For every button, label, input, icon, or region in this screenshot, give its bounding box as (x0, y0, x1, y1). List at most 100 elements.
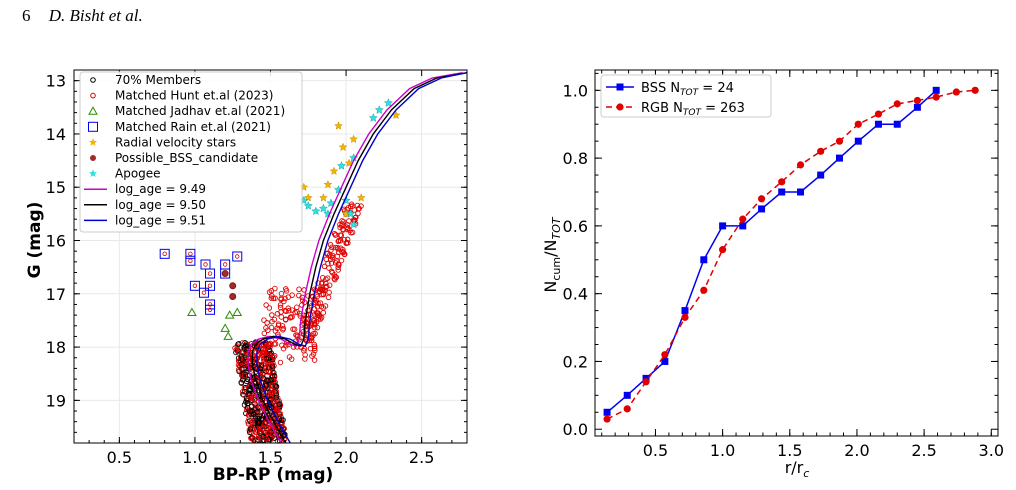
member-star (275, 322, 282, 329)
member-star (258, 362, 265, 368)
member-star (277, 359, 284, 366)
member-star (269, 390, 275, 396)
member-star (207, 283, 213, 289)
rain-match-square (185, 255, 196, 266)
rain-match-square (185, 248, 196, 259)
member-star (352, 214, 358, 221)
cmd-points (159, 98, 401, 444)
cmd-legend-label: Matched Rain et.al (2021) (115, 120, 271, 134)
member-star (266, 305, 273, 311)
cum-x-tick-label: 2.5 (911, 441, 936, 460)
member-star (244, 400, 251, 407)
cum-y-tick-label: 0.4 (563, 285, 588, 304)
member-star (332, 276, 338, 283)
member-star (294, 304, 300, 311)
member-star (250, 394, 257, 401)
member-star (242, 342, 249, 349)
rain-match-square (159, 248, 170, 259)
legend-marker-circle (616, 103, 624, 111)
cmd-isochrones (247, 72, 468, 444)
member-star (266, 351, 273, 358)
cum-legend-label: BSS NTOT = 24 (641, 81, 734, 98)
member-star (244, 378, 250, 385)
bss-point (835, 154, 843, 162)
member-star (271, 363, 277, 369)
member-star (280, 417, 286, 423)
isochrone-line (256, 72, 468, 444)
member-star (248, 341, 255, 347)
member-star (289, 314, 295, 320)
member-star (201, 290, 207, 295)
member-star (265, 355, 272, 361)
cmd-y-tick-label: 17 (46, 285, 66, 304)
member-star (309, 353, 315, 359)
cumulative-chart: 0.5 1.0 1.5 2.0 2.5 3.0 0.0 0.2 0.4 0.6 0.8 1.0 BSS… (541, 69, 1004, 480)
member-star (322, 280, 329, 287)
rain-match-square (205, 304, 216, 315)
cmd-legend-entry: Matched Jadhav et.al (2021) (88, 104, 285, 118)
apogee-star (374, 105, 384, 114)
rain-match-square (232, 251, 243, 262)
member-star (265, 327, 271, 334)
bss-point (603, 408, 611, 416)
member-star (268, 405, 275, 411)
cmd-legend-label: log_age = 9.51 (115, 213, 206, 227)
member-star (286, 308, 292, 314)
jadhav-match-triangle (223, 331, 234, 340)
rgb-point (642, 378, 650, 386)
member-star (241, 392, 247, 398)
jadhav-match-triangle (232, 307, 243, 316)
bss-candidate-dot (229, 282, 237, 290)
member-star (317, 285, 324, 292)
cmd-legend-entry: Radial velocity stars (89, 135, 236, 149)
cmd-legend-label: Apogee (115, 167, 161, 181)
rgb-point (681, 313, 689, 321)
legend-marker-star (89, 169, 97, 177)
rgb-point (817, 147, 825, 155)
member-star (235, 355, 242, 361)
cmd-legend-label: Radial velocity stars (115, 135, 236, 149)
bss-point (913, 103, 921, 111)
rv-star (349, 134, 359, 144)
cmd-y-tick-label: 16 (46, 232, 66, 251)
bss-point (778, 188, 786, 196)
cum-legend-entry: BSS NTOT = 24 (606, 81, 734, 98)
cmd-legend-label: Matched Hunt et.al (2023) (115, 89, 274, 103)
member-star (322, 287, 328, 294)
legend-marker-circle (90, 77, 96, 83)
member-star (280, 327, 286, 333)
running-authors: D. Bisht et al. (48, 6, 143, 25)
member-star (249, 408, 255, 415)
member-star (346, 218, 352, 224)
rain-match-square (220, 268, 231, 279)
member-star (269, 318, 275, 325)
legend-marker-star (89, 138, 97, 146)
cum-x-tick-label: 1.5 (777, 441, 802, 460)
member-star (247, 365, 253, 371)
cum-y-tick-label: 1.0 (563, 81, 588, 100)
member-star (338, 257, 345, 264)
member-star (329, 244, 335, 251)
bss-point (661, 357, 669, 365)
member-star (263, 383, 270, 389)
member-star (240, 391, 246, 398)
member-star (277, 304, 284, 311)
cmd-x-tick-label: 1.5 (258, 448, 283, 467)
member-star (272, 341, 279, 347)
rgb-point (661, 351, 669, 359)
legend-marker-triangle (88, 106, 98, 115)
apogee-star (318, 203, 329, 213)
member-star (317, 300, 324, 306)
bss-point (932, 86, 940, 94)
member-star (320, 309, 327, 316)
cum-legend-label: RGB NTOT = 263 (641, 101, 745, 118)
member-star (335, 264, 341, 271)
member-star (282, 295, 288, 302)
member-star (235, 254, 240, 259)
cmd-legend-entry: Possible_BSS_candidate (90, 151, 258, 165)
cmd-legend-label: 70% Members (115, 73, 201, 87)
member-star (269, 293, 275, 299)
cmd-legend-entry: Matched Hunt et.al (2023) (90, 89, 274, 103)
cmd-y-tick-label: 15 (46, 178, 66, 197)
member-star (274, 406, 280, 412)
